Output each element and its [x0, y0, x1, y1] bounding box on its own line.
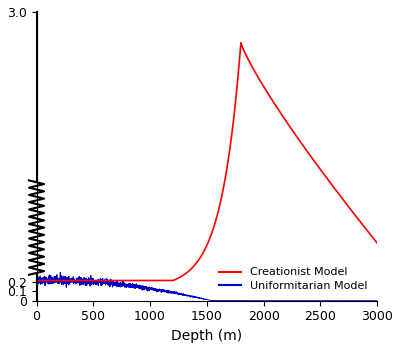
X-axis label: Depth (m): Depth (m)	[171, 329, 242, 343]
Legend: Creationist Model, Uniformitarian Model: Creationist Model, Uniformitarian Model	[214, 263, 372, 295]
